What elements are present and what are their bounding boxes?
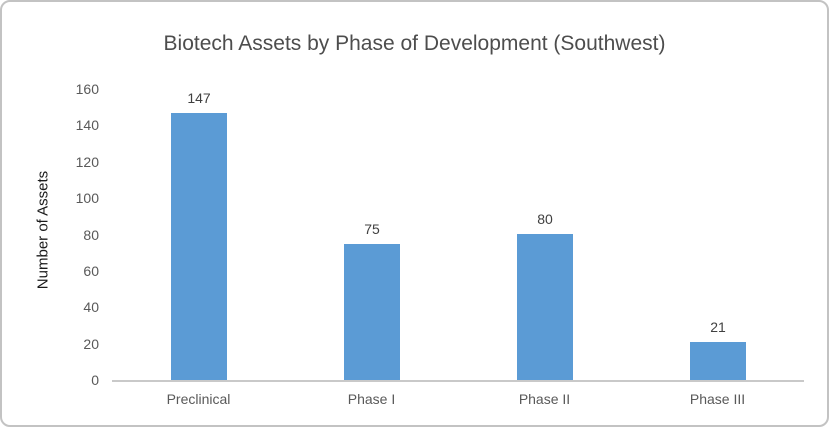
x-axis-label-phase-ii: Phase II <box>518 391 571 407</box>
bar-phase-iii <box>690 342 746 380</box>
y-axis-tick-label: 100 <box>75 190 99 207</box>
y-axis-tick-label: 40 <box>83 299 99 316</box>
x-axis-label-phase-i: Phase I <box>347 391 396 407</box>
y-axis-tick-label: 80 <box>83 226 99 243</box>
data-label-phase-ii: 80 <box>537 211 553 227</box>
bar-phase-i <box>344 244 400 380</box>
x-axis-label-preclinical: Preclinical <box>166 391 231 407</box>
y-axis-tick-label: 20 <box>83 335 99 352</box>
y-axis-tick-label: 120 <box>75 153 99 170</box>
y-axis-tick-label: 160 <box>75 81 99 97</box>
y-axis-tick-label: 0 <box>91 372 99 388</box>
bar-phase-ii <box>517 234 573 380</box>
y-axis-tick-label: 140 <box>75 117 99 134</box>
data-label-phase-iii: 21 <box>710 319 726 335</box>
x-axis-line <box>112 380 804 382</box>
data-label-phase-i: 75 <box>364 221 380 237</box>
bar-preclinical <box>171 113 227 380</box>
chart-title: Biotech Assets by Phase of Development (… <box>163 32 666 55</box>
data-label-preclinical: 147 <box>187 90 211 106</box>
plot-area: 147 75 80 21 <box>112 89 804 382</box>
x-axis-label-phase-iii: Phase III <box>689 391 746 407</box>
y-axis-tick-label: 60 <box>83 262 99 279</box>
